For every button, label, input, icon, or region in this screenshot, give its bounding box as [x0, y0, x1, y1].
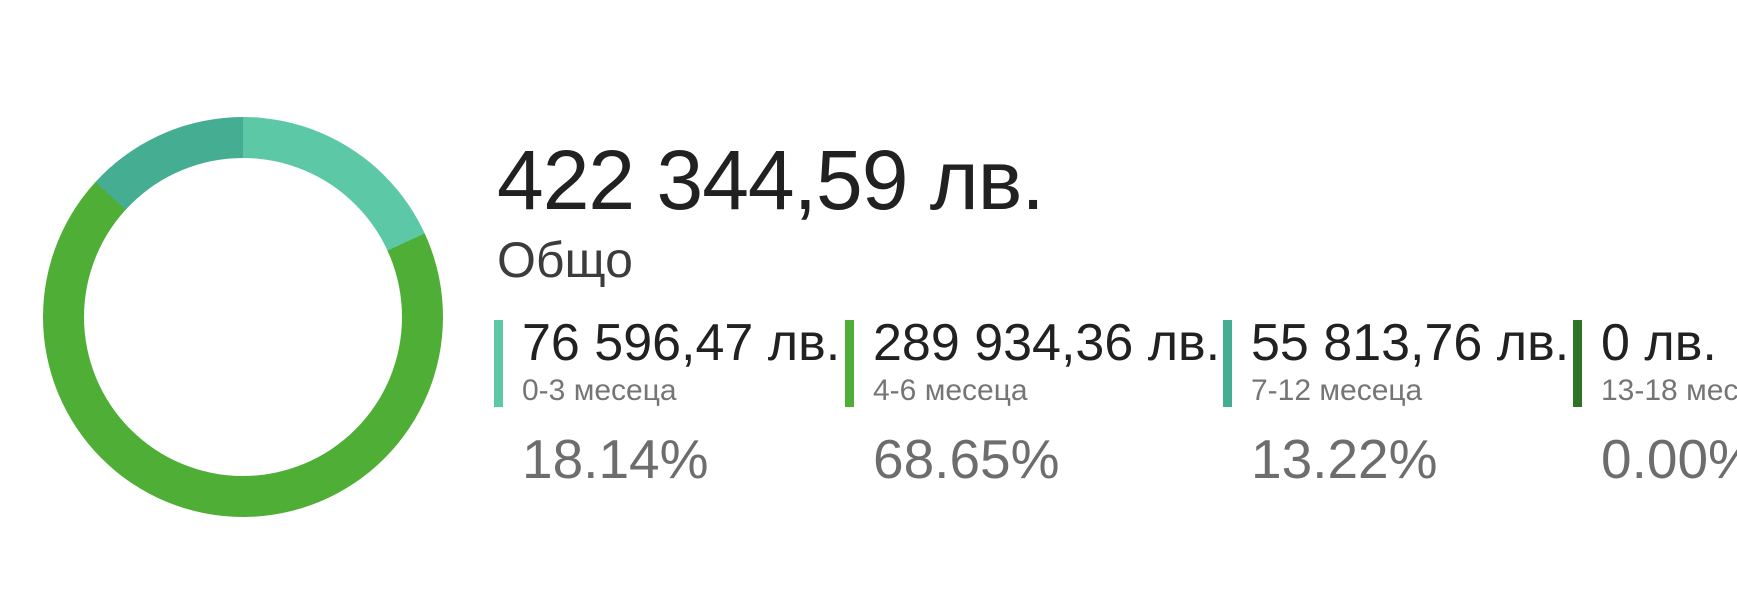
summary-block: 422 344,59 лв. Общо	[497, 133, 1045, 288]
stat-value: 289 934,36 лв.	[873, 314, 1221, 372]
stat-percent: 18.14%	[522, 428, 709, 490]
stat-label: 0-3 месеца	[522, 374, 677, 407]
legend-color-bar	[1573, 320, 1582, 407]
total-label: Общо	[497, 232, 633, 288]
stat-percent: 68.65%	[873, 428, 1060, 490]
stat-column-7-12: 55 813,76 лв. 7-12 месеца 13.22%	[1223, 315, 1583, 488]
stat-label: 4-6 месеца	[873, 374, 1028, 407]
legend-color-bar	[845, 320, 854, 407]
stat-column-4-6: 289 934,36 лв. 4-6 месеца 68.65%	[845, 314, 1221, 490]
stat-value: 76 596,47 лв.	[522, 314, 841, 372]
stat-column-13-18: 0 лв. 13-18 месеца 0.00%	[1573, 315, 1737, 488]
total-value: 422 344,59 лв.	[497, 133, 1045, 227]
donut-chart	[43, 117, 443, 517]
stat-value: 55 813,76 лв.	[1251, 314, 1570, 372]
donut-hole	[84, 158, 402, 476]
stat-value: 0 лв.	[1601, 314, 1717, 372]
stat-percent: 13.22%	[1251, 428, 1438, 490]
stat-label: 7-12 месеца	[1251, 374, 1423, 407]
stat-column-0-3: 76 596,47 лв. 0-3 месеца 18.14%	[494, 315, 854, 488]
stat-label: 13-18 месеца	[1601, 374, 1737, 407]
stat-percent: 0.00%	[1601, 428, 1737, 490]
legend-color-bar	[494, 320, 503, 407]
legend-color-bar	[1223, 320, 1232, 407]
